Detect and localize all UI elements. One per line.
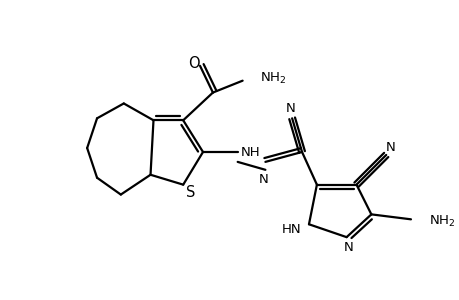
Text: S: S — [186, 185, 196, 200]
Text: NH$_2$: NH$_2$ — [260, 71, 286, 86]
Text: NH: NH — [240, 146, 260, 159]
Text: HN: HN — [281, 223, 300, 236]
Text: N: N — [258, 173, 268, 186]
Text: NH$_2$: NH$_2$ — [428, 214, 454, 229]
Text: O: O — [188, 56, 200, 71]
Text: N: N — [385, 140, 394, 154]
Text: N: N — [343, 241, 353, 254]
Text: N: N — [285, 102, 294, 115]
